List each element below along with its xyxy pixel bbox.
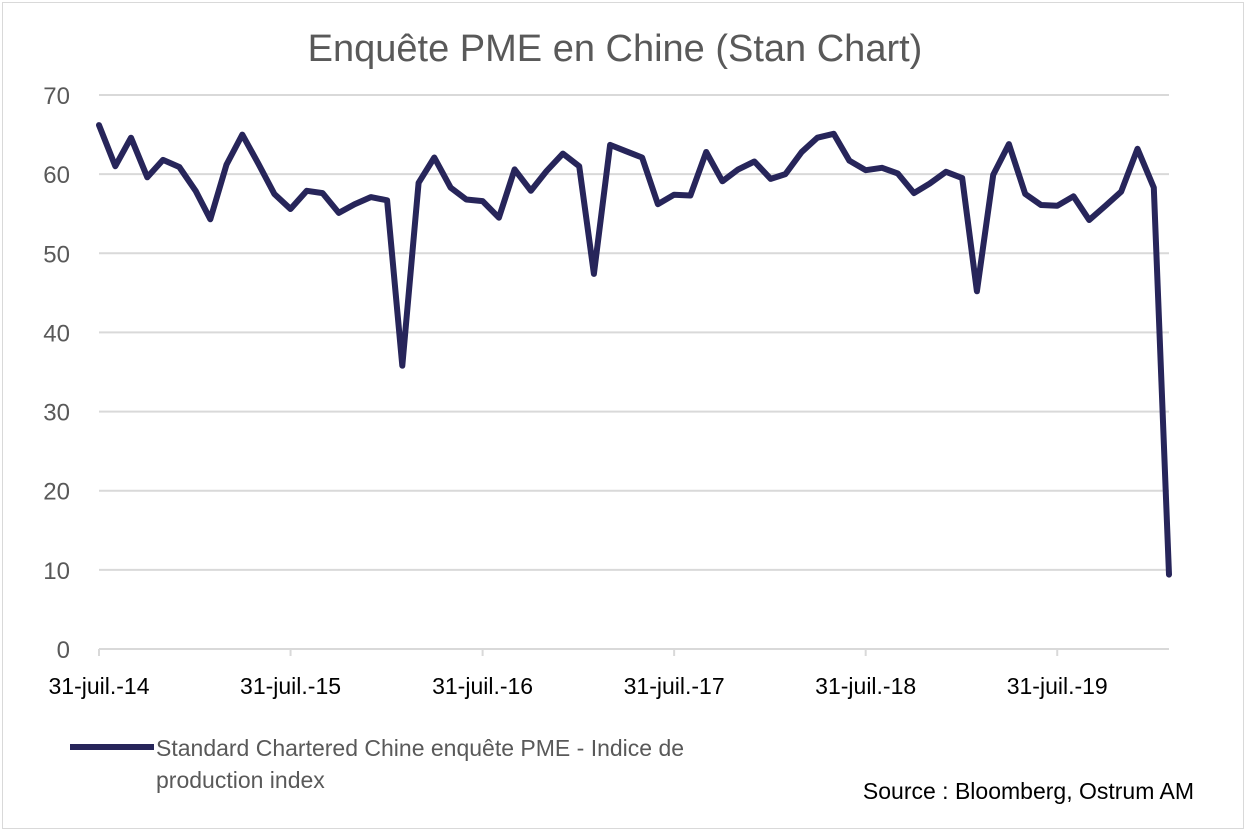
x-tick-label: 31-juil.-17 <box>624 673 725 699</box>
series-line <box>99 125 1169 574</box>
y-tick-label: 60 <box>43 162 70 189</box>
x-tick-label: 31-juil.-19 <box>1007 673 1108 699</box>
legend-swatch <box>70 744 154 750</box>
y-tick-label: 20 <box>43 479 70 506</box>
series-lines <box>99 125 1169 574</box>
legend-label: Standard Chartered Chine enquête PME - I… <box>156 732 756 796</box>
x-tick-label: 31-juil.-14 <box>49 673 150 699</box>
y-tick-label: 70 <box>43 83 70 110</box>
x-tick-label: 31-juil.-16 <box>432 673 533 699</box>
y-tick-label: 50 <box>43 241 70 268</box>
x-tick-label: 31-juil.-15 <box>240 673 341 699</box>
y-tick-label: 10 <box>43 558 70 585</box>
source-note: Source : Bloomberg, Ostrum AM <box>863 778 1194 805</box>
x-axis: 31-juil.-14 31-juil.-15 31-juil.-16 31-juil… <box>49 649 1170 699</box>
x-tick-label: 31-juil.-18 <box>815 673 916 699</box>
y-tick-label: 30 <box>43 400 70 427</box>
y-tick-label: 0 <box>57 637 70 664</box>
legend: Standard Chartered Chine enquête PME - I… <box>70 732 790 802</box>
line-chart: 010203040506070 31-juil.-14 31-juil.-15 31… <box>0 0 1248 833</box>
y-axis-ticks: 0 10 20 30 40 50 60 70 <box>43 83 70 664</box>
y-tick-label: 40 <box>43 320 70 347</box>
